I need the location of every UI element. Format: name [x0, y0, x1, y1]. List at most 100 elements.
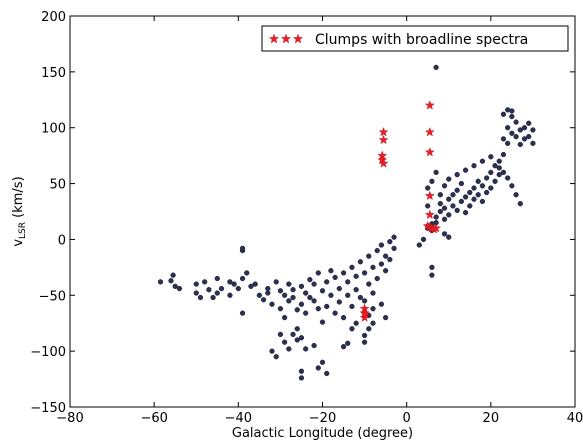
y-tick-label: −100 [30, 345, 66, 360]
clump-point [239, 275, 246, 282]
y-tick-label: 50 [49, 178, 66, 193]
x-tick-label: −40 [225, 411, 252, 426]
clump-point [324, 303, 330, 310]
broadline-star [424, 100, 435, 110]
clump-point [277, 288, 284, 294]
broadline-star [378, 127, 389, 137]
clump-point [244, 270, 250, 276]
clump-point [382, 253, 389, 259]
y-tick-label: −50 [39, 289, 66, 304]
legend-star-marker [280, 33, 292, 44]
clump-point [509, 130, 515, 136]
clump-point [311, 298, 317, 304]
y-tick-label: 0 [58, 233, 66, 248]
clump-point [513, 192, 519, 198]
broadline-star [424, 147, 435, 157]
clump-point [521, 136, 528, 142]
clump-point [454, 187, 460, 193]
clump-point [290, 294, 296, 301]
clump-point [214, 275, 220, 282]
clump-point [227, 279, 233, 285]
x-tick-label: 40 [567, 411, 583, 426]
legend-box [261, 25, 569, 52]
clump-point [256, 292, 263, 298]
clump-point [433, 169, 439, 176]
x-tick-label: −80 [56, 411, 83, 426]
clump-point [349, 264, 355, 271]
clump-point [467, 203, 473, 209]
clump-point [353, 287, 359, 293]
clump-point [315, 306, 321, 312]
clump-point [462, 194, 469, 200]
clump-point [286, 298, 292, 304]
clump-point [324, 279, 330, 285]
clump-point [378, 242, 385, 248]
clump-point [425, 185, 431, 191]
clump-point [303, 346, 309, 352]
clump-point [157, 279, 164, 285]
clump-point [483, 175, 490, 181]
y-axis-label: vLSR (km/s) [11, 176, 28, 246]
clump-point [303, 310, 309, 316]
clump-point [273, 279, 279, 285]
clump-point [193, 290, 199, 296]
clump-point [441, 183, 448, 189]
clump-point [475, 192, 481, 198]
clump-point [437, 208, 443, 215]
clump-point [370, 264, 376, 271]
clump-point [496, 171, 502, 178]
broadline-star [424, 190, 435, 201]
clump-point [437, 192, 443, 198]
clump-point [441, 231, 448, 237]
clump-point [370, 320, 376, 326]
clump-point [446, 234, 452, 240]
clump-point [505, 175, 511, 181]
clump-point [319, 319, 326, 325]
clump-point [492, 163, 498, 169]
clump-point [176, 285, 183, 292]
clump-point [239, 310, 246, 316]
broadline-star [378, 134, 389, 145]
clump-point [471, 163, 477, 169]
clump-point [315, 365, 321, 371]
clump-point [526, 120, 532, 126]
clump-point [513, 119, 519, 125]
clump-point [488, 154, 494, 160]
clump-point [361, 332, 368, 339]
clump-point [416, 242, 422, 248]
clump-point [281, 314, 288, 321]
clump-point [206, 287, 212, 293]
clump-point [517, 127, 523, 133]
clump-point [357, 259, 364, 265]
clump-point [361, 298, 368, 304]
clump-point [513, 134, 519, 140]
clump-point [479, 198, 486, 205]
y-axis-label-units: (km/s) [11, 176, 26, 222]
clump-point [197, 294, 204, 301]
clump-point [505, 140, 511, 147]
clump-point [361, 339, 368, 345]
clump-point [391, 245, 397, 252]
clump-point [345, 279, 351, 285]
clump-point [370, 290, 376, 296]
clump-point [294, 337, 300, 343]
clump-point [509, 183, 515, 189]
clump-point [391, 234, 397, 240]
broadline-star [378, 158, 389, 168]
clump-point [517, 201, 523, 207]
clump-point [349, 326, 355, 332]
x-tick-label: −20 [309, 411, 336, 426]
clump-point [357, 294, 364, 301]
clump-point [298, 375, 305, 381]
clump-point [336, 299, 342, 305]
broadline-star [431, 223, 442, 233]
clump-point [530, 127, 536, 133]
clump-point [277, 306, 284, 312]
x-tick-label: 0 [403, 411, 411, 426]
clump-point [521, 125, 528, 131]
clump-point [202, 279, 208, 285]
clump-point [324, 370, 330, 377]
clump-point [265, 285, 271, 292]
clump-point [454, 207, 460, 214]
